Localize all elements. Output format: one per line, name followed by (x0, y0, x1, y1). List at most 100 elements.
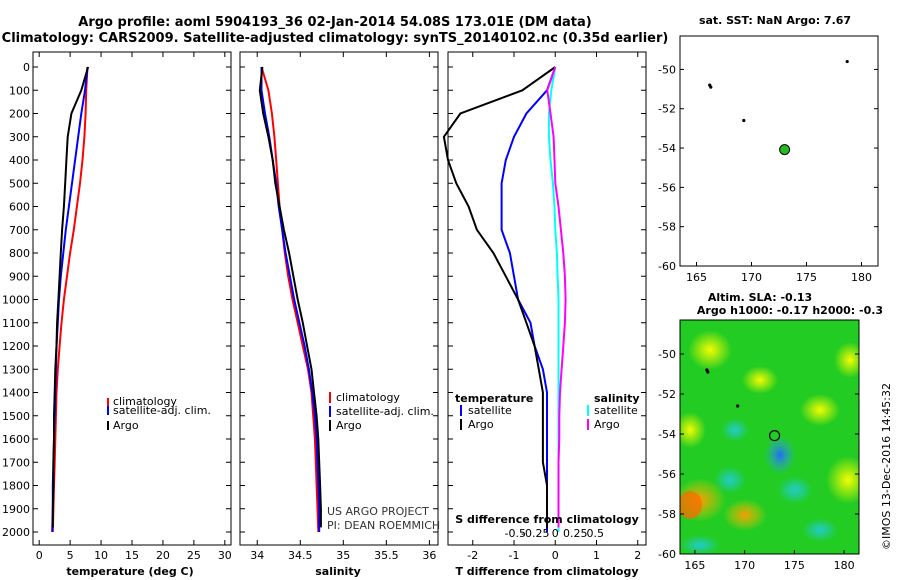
map-ytick-label: -52 (658, 103, 676, 116)
sla-heatmap (680, 320, 859, 554)
temperature-xlabel: temperature (deg C) (66, 565, 193, 578)
salinity-legend: climatology satellite-adj. clim. Argo (329, 391, 434, 432)
xtick-label: 0 (552, 549, 559, 562)
temperature-diff-legend: temperature satellite Argo (455, 392, 533, 431)
ytick-label: 1300 (2, 363, 30, 376)
xtick-label: 1 (593, 549, 600, 562)
xtick-label: 10 (94, 549, 108, 562)
s-diff-tick-label: -0.5 (505, 527, 526, 540)
difference-axes-frame (447, 51, 647, 546)
sst-map-title: sat. SST: NaN Argo: 7.67 (699, 14, 851, 27)
xtick-label: -1 (509, 549, 520, 562)
ytick-label: 700 (9, 224, 30, 237)
ytick-label: 0 (23, 61, 30, 74)
map-ytick-label: -54 (658, 142, 676, 155)
map-ytick-label: -52 (658, 388, 676, 401)
profile-location-marker (779, 144, 791, 156)
ytick-label: 2000 (2, 526, 30, 539)
map-xtick-label: 175 (784, 559, 805, 572)
sla-map-frame (679, 319, 860, 555)
map-xtick-label: 165 (686, 271, 707, 284)
series-line-argo (258, 66, 322, 528)
map-xtick-label: 180 (834, 559, 855, 572)
salinity-panel: 34 34.5 35 35.5 36 salinity climatology sate… (239, 51, 440, 578)
track-point (706, 370, 710, 374)
xtick-label: 35 (336, 549, 350, 562)
diff-legend-temperature-satellite: satellite (468, 404, 512, 417)
ytick-label: 1100 (2, 317, 30, 330)
map-ytick-label: -58 (658, 221, 676, 234)
diff-legend-temperature-title: temperature (455, 392, 533, 405)
map-ytick-label: -56 (658, 181, 676, 194)
s-diff-tick-label: 0.5 (587, 527, 605, 540)
xtick-label: 34 (250, 549, 264, 562)
salinity-legend-argo: Argo (336, 419, 362, 432)
xtick-label: 34.5 (288, 549, 313, 562)
track-point (709, 85, 713, 89)
sla-map-panel: Altim. SLA: -0.13 Argo h1000: -0.17 h200… (658, 291, 893, 572)
map-ytick-label: -58 (658, 508, 676, 521)
salinity-xlabel: salinity (315, 565, 361, 578)
series-line-climatology (260, 66, 320, 533)
temperature-legend-satellite: satellite-adj. clim. (113, 404, 211, 417)
diff-legend-salinity-satellite: satellite (594, 404, 638, 417)
figure-title-line2: Climatology: CARS2009. Satellite-adjuste… (2, 31, 669, 46)
xtick-label: 20 (156, 549, 170, 562)
difference-panel: -2 -1 0 1 2 T difference from climatology S … (442, 51, 647, 578)
track-point (742, 118, 746, 123)
ytick-label: 800 (9, 247, 30, 260)
map-ytick-label: -60 (658, 260, 676, 273)
ytick-label: 200 (9, 108, 30, 121)
difference-s-axis-label: S difference from climatology (455, 513, 639, 526)
ytick-label: 1200 (2, 340, 30, 353)
temperature-axes-frame (32, 51, 232, 546)
map-ytick-label: -50 (658, 348, 676, 361)
difference-xlabel: T difference from climatology (455, 565, 638, 578)
temperature-legend-climatology: climatology (113, 395, 177, 408)
xtick-label: 5 (67, 549, 74, 562)
temperature-panel: 0100200300400500600700800900100011001200… (2, 51, 232, 578)
ytick-label: 400 (9, 154, 30, 167)
ytick-label: 1800 (2, 480, 30, 493)
diff-legend-salinity-argo: Argo (594, 418, 620, 431)
track-point (736, 404, 740, 408)
sst-map-panel: sat. SST: NaN Argo: 7.67 165 170 175 180 -50… (658, 14, 879, 284)
ytick-label: 1400 (2, 387, 30, 400)
ytick-label: 100 (9, 84, 30, 97)
map-xtick-label: 175 (796, 271, 817, 284)
diff-legend-temperature-argo: Argo (468, 418, 494, 431)
ytick-label: 300 (9, 131, 30, 144)
series-line-satellite-adj-clim- (260, 67, 321, 532)
ytick-label: 1000 (2, 294, 30, 307)
ytick-label: 900 (9, 270, 30, 283)
map-xtick-label: 170 (734, 559, 755, 572)
s-diff-tick-label: 0.25 (563, 527, 588, 540)
s-diff-tick-label: 0 (552, 527, 559, 540)
ytick-label: 1600 (2, 433, 30, 446)
map-ytick-label: -56 (658, 468, 676, 481)
xtick-label: -2 (467, 549, 478, 562)
sla-map-subtitle: Argo h1000: -0.17 h2000: -0.3 (697, 304, 883, 317)
xtick-label: 30 (218, 549, 232, 562)
series-line-salinity-argo (546, 66, 567, 528)
xtick-label: 35.5 (374, 549, 399, 562)
map-ytick-label: -60 (658, 548, 676, 561)
temperature-legend-argo: Argo (113, 419, 139, 432)
ytick-label: 1500 (2, 410, 30, 423)
salinity-diff-legend: salinity satellite Argo (587, 392, 640, 431)
map-ytick-label: -50 (658, 63, 676, 76)
s-diff-tick-label: -0.25 (521, 527, 549, 540)
sst-map-frame (679, 35, 879, 267)
map-xtick-label: 165 (684, 559, 705, 572)
track-point (845, 59, 849, 64)
series-line-argo (51, 66, 90, 528)
xtick-label: 25 (187, 549, 201, 562)
credit-pi: PI: DEAN ROEMMICH (327, 519, 440, 532)
map-xtick-label: 170 (741, 271, 762, 284)
profile-location-marker (768, 430, 781, 442)
xtick-label: 2 (634, 549, 641, 562)
ytick-label: 1900 (2, 503, 30, 516)
ytick-label: 1700 (2, 456, 30, 469)
map-ytick-label: -54 (658, 428, 676, 441)
